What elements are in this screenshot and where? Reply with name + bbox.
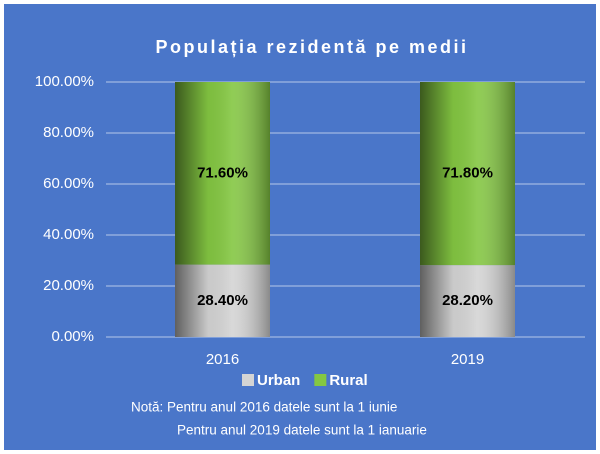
x-tick-label: 2016 [206,351,239,368]
x-tick-label: 2019 [451,351,484,368]
y-tick-label: 0.00% [51,328,94,345]
data-label: 28.20% [442,292,493,309]
note: Pentru anul 2019 datele sunt la 1 ianuar… [177,423,427,438]
data-label: 28.40% [197,292,248,309]
y-tick-label: 40.00% [43,226,94,243]
y-tick-label: 60.00% [43,175,94,192]
bar-shade [420,265,515,337]
legend-label: Urban [257,372,300,389]
y-tick-label: 100.00% [35,73,94,90]
bar-shade [175,82,270,265]
note: Notă: Pentru anul 2016 datele sunt la 1 … [131,400,397,415]
data-label: 71.80% [442,165,493,182]
y-tick-label: 20.00% [43,277,94,294]
y-tick-label: 80.00% [43,124,94,141]
data-label: 71.60% [197,164,248,181]
legend-swatch [314,374,327,386]
legend-label: Rural [329,372,367,389]
chart-title: Populația rezidentă pe medii [155,37,468,57]
bar-shade [420,82,515,266]
bar-shade [175,264,270,337]
legend-swatch [242,374,254,386]
